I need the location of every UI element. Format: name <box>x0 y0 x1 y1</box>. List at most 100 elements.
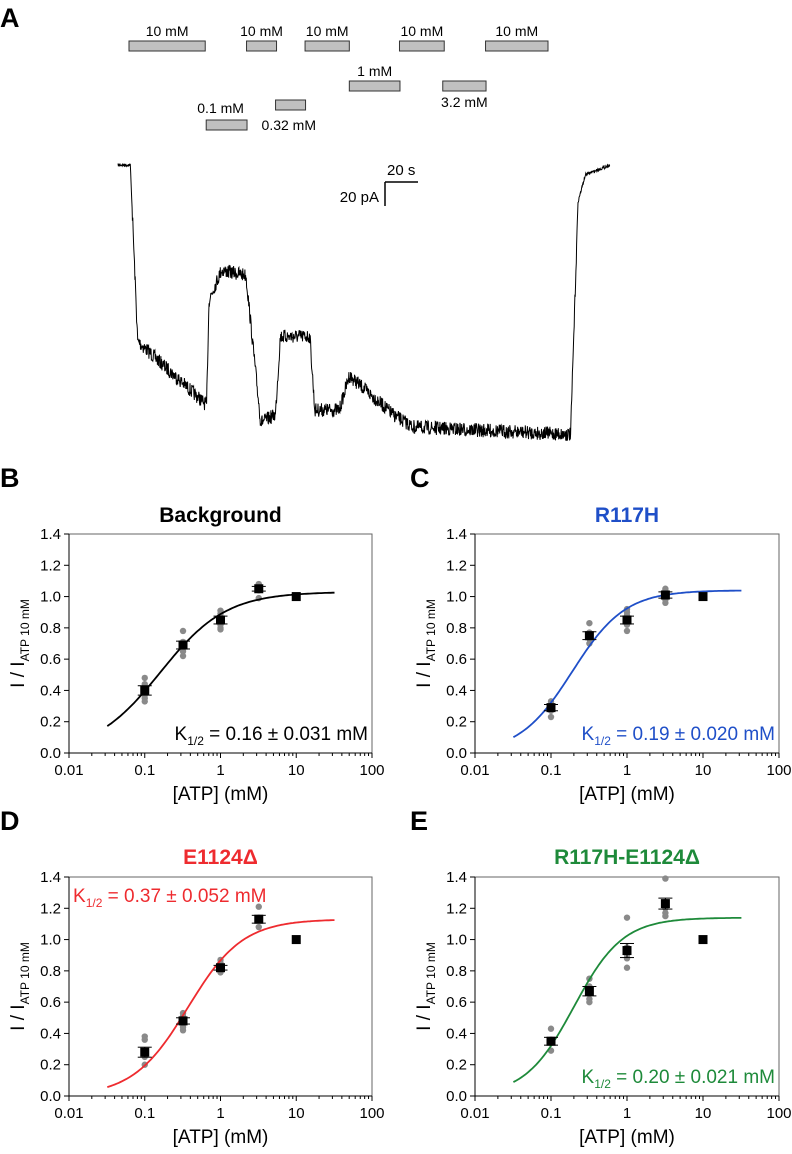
y-axis-label-subscript: ATP 10 mM <box>18 599 32 661</box>
mean-marker <box>660 590 670 600</box>
atp-bar-label: 0.1 mM <box>197 100 244 116</box>
y-axis-label-subscript: ATP 10 mM <box>18 942 32 1004</box>
mean-marker <box>254 584 264 594</box>
x-tick-label: 100 <box>359 1105 384 1122</box>
x-tick-label: 0.1 <box>541 762 562 779</box>
y-tick-label: 0.2 <box>446 1057 467 1074</box>
data-point <box>547 1025 555 1032</box>
data-point <box>586 998 593 1006</box>
atp-bar <box>348 80 401 92</box>
atp-bar-label: 10 mM <box>495 23 538 39</box>
data-point <box>179 648 187 655</box>
y-axis-label-main: I / I <box>8 661 29 687</box>
k-value: = 0.37 ± 0.052 mM <box>102 886 266 907</box>
data-point <box>179 652 187 660</box>
x-tick-label: 1 <box>623 1105 631 1122</box>
data-point <box>141 1036 148 1043</box>
chart-title: Background <box>159 504 282 527</box>
mean-marker <box>291 935 301 945</box>
y-axis-label: I / IATP 10 mM <box>8 942 32 1031</box>
y-tick-label: 0.2 <box>446 714 467 731</box>
atp-bar <box>275 99 307 111</box>
atp-bar <box>205 119 248 131</box>
k-half-annotation: K1/2 = 0.19 ± 0.020 mM <box>582 724 775 748</box>
y-axis-label-subscript: ATP 10 mM <box>424 599 438 661</box>
mean-marker <box>254 914 264 924</box>
y-tick-label: 0.4 <box>40 682 61 699</box>
x-tick-label: 0.1 <box>134 762 155 779</box>
data-point <box>255 923 262 931</box>
x-tick-label: 1 <box>216 762 224 779</box>
scale-bar-current-label: 20 pA <box>340 189 379 206</box>
x-tick-label: 100 <box>359 762 384 779</box>
x-tick-label: 10 <box>695 1105 712 1122</box>
k-value: = 0.20 ± 0.021 mM <box>611 1067 775 1088</box>
panel-e: E R117H-E1124Δ 0.0 0.2 0.4 0.6 0.8 1.0 1.2 1.4 0.0… <box>410 806 792 1148</box>
data-point <box>141 698 148 705</box>
panel-letter: C <box>410 463 430 493</box>
mean-marker <box>291 592 301 602</box>
data-point <box>141 674 148 682</box>
mean-marker <box>622 615 632 625</box>
data-point <box>547 713 555 721</box>
y-tick-label: 0.4 <box>446 682 467 699</box>
y-tick-label: 1.0 <box>40 589 61 606</box>
mean-marker <box>584 986 594 996</box>
atp-bar-label: 3.2 mM <box>441 94 488 110</box>
y-tick-label: 0.4 <box>40 1025 61 1042</box>
y-axis-label-main: I / I <box>414 1004 435 1030</box>
fit-curve <box>107 919 335 1088</box>
k-subscript: 1/2 <box>594 1077 611 1091</box>
chart-title: R117H-E1124Δ <box>554 846 700 869</box>
mean-marker <box>584 631 594 641</box>
panel-letter: B <box>0 463 20 493</box>
y-tick-label: 0.6 <box>40 994 61 1011</box>
k-subscript: 1/2 <box>86 896 103 910</box>
x-tick-label: 0.01 <box>460 1105 489 1122</box>
mean-marker <box>178 1016 188 1026</box>
y-tick-label: 1.0 <box>40 932 61 949</box>
x-tick-label: 0.1 <box>541 1105 562 1122</box>
k-symbol: K <box>175 724 188 745</box>
atp-bar <box>398 40 445 52</box>
chart-title: E1124Δ <box>183 846 258 869</box>
mean-marker <box>660 899 670 909</box>
atp-application-bars: 10 mM 0.1 mM 10 mM 0.32 mM 10 mM 1 mM 10 mM 3.2… <box>128 23 549 133</box>
y-tick-label: 1.2 <box>40 557 61 574</box>
y-tick-label: 0.6 <box>446 651 467 668</box>
data-point <box>179 627 187 635</box>
y-tick-label: 1.4 <box>446 869 467 886</box>
y-tick-label: 1.2 <box>40 900 61 917</box>
atp-bar <box>485 40 549 52</box>
x-tick-label: 1 <box>216 1105 224 1122</box>
atp-bar-label: 0.32 mM <box>262 117 316 133</box>
data-point <box>255 903 262 910</box>
k-subscript: 1/2 <box>187 734 204 748</box>
k-subscript: 1/2 <box>594 734 611 748</box>
atp-bar <box>304 40 350 52</box>
y-tick-label: 0.0 <box>446 745 467 762</box>
y-tick-label: 0.6 <box>40 651 61 668</box>
y-tick-label: 1.4 <box>40 526 61 543</box>
x-tick-label: 10 <box>288 762 305 779</box>
x-tick-label: 10 <box>695 762 712 779</box>
atp-bar-label: 10 mM <box>400 23 443 39</box>
x-tick-label: 10 <box>288 1105 305 1122</box>
y-tick-label: 1.0 <box>446 932 467 949</box>
k-half-annotation: K1/2 = 0.20 ± 0.021 mM <box>582 1067 775 1091</box>
y-axis-label-subscript: ATP 10 mM <box>424 942 438 1004</box>
k-half-annotation: K1/2 = 0.16 ± 0.031 mM <box>175 724 368 748</box>
y-axis-label: I / IATP 10 mM <box>8 599 32 688</box>
data-point <box>662 875 669 882</box>
scale-bar: 20 s 20 pA <box>340 162 418 206</box>
atp-bar-label: 1 mM <box>357 63 392 79</box>
panel-letter: E <box>410 806 428 836</box>
data-point <box>179 1027 187 1034</box>
x-tick-label: 0.1 <box>134 1105 155 1122</box>
data-point <box>623 955 631 962</box>
x-tick-label: 0.01 <box>54 1105 83 1122</box>
y-tick-label: 0.8 <box>40 620 61 637</box>
mean-marker <box>216 615 225 625</box>
mean-marker <box>546 703 556 713</box>
